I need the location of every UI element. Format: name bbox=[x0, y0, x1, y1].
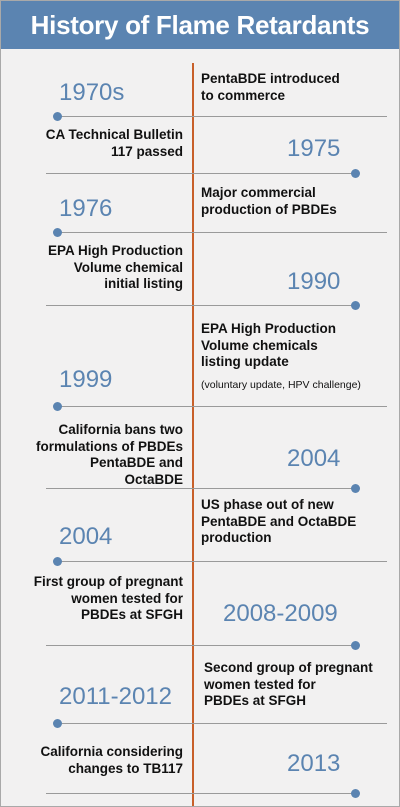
event-description: California bans two formulations of PBDE… bbox=[35, 422, 183, 487]
event-marker-dot bbox=[53, 112, 62, 121]
event-year: 2008-2009 bbox=[223, 600, 338, 627]
event-description: EPA High Production Volume chemical init… bbox=[48, 243, 183, 291]
event-description: CA Technical Bulletin 117 passed bbox=[45, 127, 183, 159]
event-marker-dot bbox=[351, 484, 360, 493]
event-connector-line bbox=[57, 406, 387, 407]
event-connector-line bbox=[46, 645, 356, 646]
event-description: First group of pregnant women tested for… bbox=[33, 574, 183, 622]
event-connector-line bbox=[46, 173, 356, 174]
event-marker-dot bbox=[53, 719, 62, 728]
event-year: 2004 bbox=[59, 523, 113, 550]
event-year: 2011-2012 bbox=[59, 683, 172, 710]
timeline-center-line bbox=[192, 63, 194, 806]
event-connector-line bbox=[46, 793, 356, 794]
event-year: 2004 bbox=[287, 445, 341, 472]
event-description: Major commercial production of PBDEs bbox=[201, 185, 337, 217]
event-year: 1990 bbox=[287, 268, 341, 295]
event-note: (voluntary update, HPV challenge) bbox=[201, 379, 361, 391]
event-connector-line bbox=[46, 305, 356, 306]
timeline: 1970s PentaBDE introduced to commerce CA… bbox=[1, 49, 399, 806]
event-year: 2013 bbox=[287, 750, 341, 777]
page-title: History of Flame Retardants bbox=[1, 1, 399, 49]
event-connector-line bbox=[46, 488, 356, 489]
event-description: PentaBDE introduced to commerce bbox=[201, 71, 340, 103]
event-marker-dot bbox=[351, 641, 360, 650]
event-description: California considering changes to TB117 bbox=[40, 744, 183, 776]
event-description: Second group of pregnant women tested fo… bbox=[204, 660, 373, 708]
event-year: 1975 bbox=[287, 135, 341, 162]
event-connector-line bbox=[57, 232, 387, 233]
event-connector-line bbox=[57, 116, 387, 117]
event-year: 1970s bbox=[59, 79, 125, 106]
event-description: US phase out of new PentaBDE and OctaBDE… bbox=[201, 497, 357, 545]
event-marker-dot bbox=[351, 301, 360, 310]
event-description: EPA High Production Volume chemicals lis… bbox=[201, 321, 336, 369]
event-year: 1999 bbox=[59, 366, 113, 393]
event-connector-line bbox=[57, 723, 387, 724]
event-marker-dot bbox=[53, 402, 62, 411]
event-marker-dot bbox=[351, 789, 360, 798]
event-marker-dot bbox=[351, 169, 360, 178]
event-year: 1976 bbox=[59, 195, 113, 222]
event-connector-line bbox=[57, 561, 387, 562]
event-marker-dot bbox=[53, 228, 62, 237]
event-marker-dot bbox=[53, 557, 62, 566]
